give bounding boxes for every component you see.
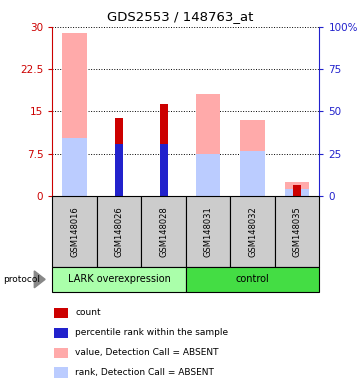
Bar — [196, 154, 221, 196]
Text: value, Detection Call = ABSENT: value, Detection Call = ABSENT — [75, 348, 219, 358]
Text: count: count — [75, 308, 101, 318]
Text: GSM148032: GSM148032 — [248, 206, 257, 257]
Bar — [285, 182, 309, 196]
Bar — [240, 151, 265, 196]
Bar — [160, 144, 168, 196]
Text: GSM148035: GSM148035 — [293, 206, 302, 257]
Bar — [240, 120, 265, 196]
Text: GSM148031: GSM148031 — [204, 206, 213, 257]
Bar — [285, 189, 309, 196]
Text: control: control — [236, 274, 270, 285]
Text: percentile rank within the sample: percentile rank within the sample — [75, 328, 228, 338]
Text: LARK overexpression: LARK overexpression — [68, 274, 170, 285]
Text: protocol: protocol — [4, 275, 40, 284]
Text: GSM148026: GSM148026 — [115, 206, 123, 257]
Bar — [115, 118, 123, 196]
Text: GDS2553 / 148763_at: GDS2553 / 148763_at — [107, 10, 254, 23]
Bar — [293, 185, 301, 196]
Text: GSM148028: GSM148028 — [159, 206, 168, 257]
Polygon shape — [34, 271, 45, 288]
Bar — [160, 104, 168, 196]
Text: rank, Detection Call = ABSENT: rank, Detection Call = ABSENT — [75, 368, 214, 377]
Bar — [196, 94, 221, 196]
Bar — [62, 138, 87, 196]
Bar — [115, 144, 123, 196]
Text: GSM148016: GSM148016 — [70, 206, 79, 257]
Bar — [62, 33, 87, 196]
